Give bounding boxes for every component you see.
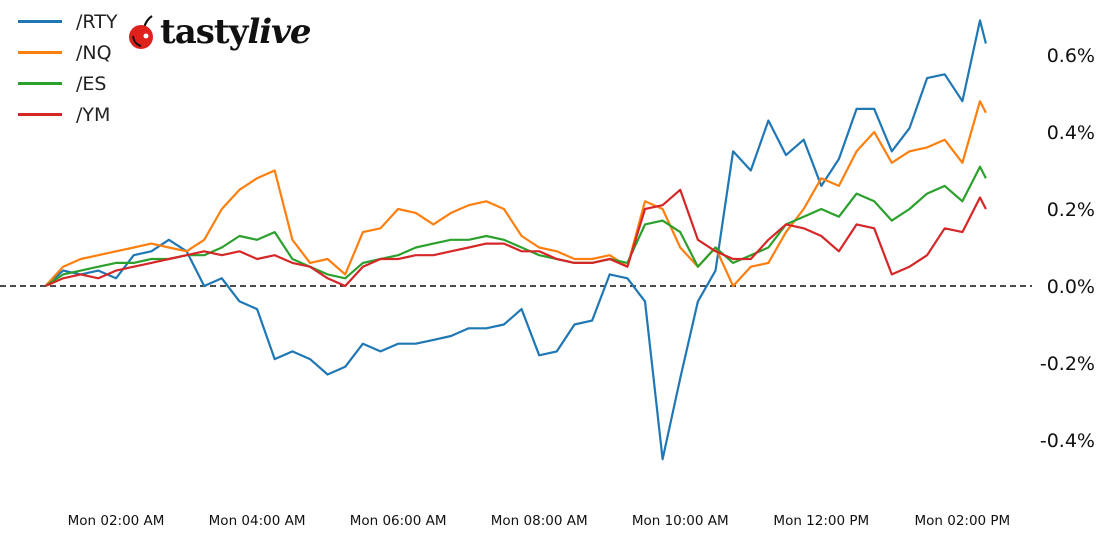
x-tick-label: Mon 06:00 AM — [350, 513, 447, 529]
logo-text: tastylive — [160, 12, 312, 52]
y-tick-label: -0.2% — [1040, 353, 1095, 375]
x-tick-label: Mon 12:00 PM — [773, 513, 869, 529]
series-line-es — [44, 165, 987, 287]
legend-swatch — [18, 51, 62, 54]
x-tick-label: Mon 10:00 AM — [632, 513, 729, 529]
legend-label: /YM — [76, 103, 111, 126]
y-tick-label: 0.4% — [1047, 122, 1095, 144]
y-tick-label: -0.4% — [1040, 430, 1095, 452]
legend: /RTY/NQ/ES/YM — [18, 6, 117, 130]
series-lines — [44, 19, 987, 461]
series-line-ym — [45, 188, 987, 288]
series-line-nq — [44, 100, 987, 288]
tastylive-logo: tastylive — [126, 12, 312, 52]
y-tick-label: 0.6% — [1047, 45, 1095, 67]
y-axis: 0.6% 0.4% 0.2% 0.0% -0.2% -0.4% — [1040, 45, 1095, 452]
legend-item: /YM — [18, 99, 117, 130]
legend-swatch — [18, 82, 62, 85]
series-line-rty — [44, 19, 987, 461]
legend-item: /RTY — [18, 6, 117, 37]
x-tick-label: Mon 04:00 AM — [209, 513, 306, 529]
legend-swatch — [18, 113, 62, 116]
x-tick-label: Mon 02:00 PM — [914, 513, 1010, 529]
legend-label: /ES — [76, 72, 107, 95]
legend-label: /NQ — [76, 41, 112, 64]
x-tick-label: Mon 08:00 AM — [491, 513, 588, 529]
x-axis: Mon 02:00 AM Mon 04:00 AM Mon 06:00 AM Mon … — [68, 513, 1011, 529]
legend-label: /RTY — [76, 10, 118, 33]
legend-item: /NQ — [18, 37, 117, 68]
x-tick-label: Mon 02:00 AM — [68, 513, 165, 529]
y-tick-label: 0.0% — [1047, 276, 1095, 298]
legend-item: /ES — [18, 68, 117, 99]
cherry-icon — [129, 15, 153, 49]
y-tick-label: 0.2% — [1047, 199, 1095, 221]
legend-swatch — [18, 20, 62, 23]
